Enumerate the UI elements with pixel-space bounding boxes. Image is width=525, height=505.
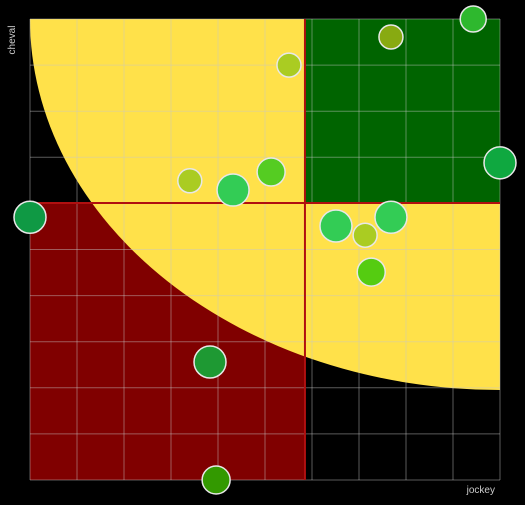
- point: [378, 24, 404, 50]
- point: [177, 168, 203, 194]
- zones: [30, 19, 500, 480]
- point: [356, 257, 386, 287]
- point: [216, 173, 250, 207]
- point: [352, 222, 378, 248]
- point: [193, 345, 227, 379]
- point: [256, 157, 286, 187]
- dividers: [30, 19, 500, 480]
- point: [483, 146, 517, 180]
- point: [201, 465, 231, 495]
- x-axis-label: jockey: [466, 485, 495, 496]
- y-axis-label: cheval: [7, 26, 18, 55]
- point: [276, 52, 302, 78]
- grid: [29, 18, 501, 481]
- point: [319, 209, 353, 243]
- points: [13, 5, 517, 495]
- good-zone: [304, 19, 500, 203]
- point: [374, 200, 408, 234]
- point: [459, 5, 487, 33]
- point: [13, 200, 47, 234]
